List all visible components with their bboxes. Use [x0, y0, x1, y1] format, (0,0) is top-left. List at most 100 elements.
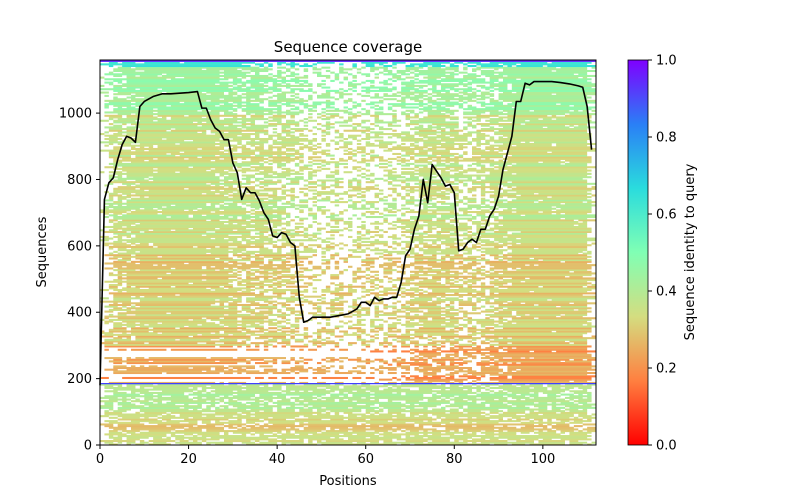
alignment-segment [246, 224, 264, 227]
alignment-segment [308, 113, 313, 116]
alignment-segment [317, 179, 340, 182]
alignment-segment [241, 68, 273, 71]
alignment-segment [348, 327, 362, 330]
alignment-segment [467, 99, 477, 102]
alignment-segment [494, 270, 570, 273]
alignment-segment [498, 310, 512, 313]
alignment-segment [312, 274, 322, 277]
alignment-segment [401, 282, 441, 285]
alignment-segment [401, 167, 415, 170]
alignment-segment [290, 235, 295, 238]
alignment-segment [361, 381, 366, 384]
alignment-segment [356, 237, 371, 240]
alignment-segment [334, 297, 344, 300]
alignment-segment [259, 234, 264, 237]
alignment-segment [352, 383, 357, 386]
alignment-segment [206, 116, 220, 119]
alignment-segment [458, 347, 464, 350]
alignment-segment [232, 395, 255, 398]
alignment-segment [224, 406, 229, 409]
alignment-segment [418, 79, 468, 82]
alignment-segment [520, 242, 588, 245]
alignment-segment [228, 420, 242, 423]
alignment-segment [383, 219, 388, 222]
alignment-segment [498, 167, 588, 170]
alignment-segment [272, 222, 291, 225]
alignment-segment [286, 214, 291, 217]
alignment-segment [387, 277, 393, 280]
alignment-segment [392, 109, 397, 112]
alignment-segment [427, 227, 437, 230]
alignment-segment [281, 128, 286, 131]
alignment-segment [237, 255, 242, 258]
alignment-segment [507, 114, 548, 117]
alignment-segment [379, 71, 384, 74]
alignment-segment [520, 267, 592, 270]
alignment-segment [387, 265, 393, 268]
alignment-segment [263, 176, 286, 179]
alignment-segment [348, 108, 353, 111]
alignment-segment [294, 333, 309, 336]
alignment-segment [476, 249, 481, 252]
alignment-segment [392, 260, 402, 263]
alignment-segment [410, 196, 415, 199]
alignment-segment [370, 114, 379, 117]
alignment-segment [308, 318, 313, 321]
alignment-segment [472, 441, 477, 444]
alignment-segment [237, 245, 264, 248]
alignment-segment [308, 209, 313, 212]
alignment-segment [427, 333, 459, 336]
alignment-segment [374, 333, 379, 336]
alignment-segment [472, 138, 486, 141]
alignment-segment [100, 405, 114, 408]
alignment-segment [480, 187, 486, 190]
alignment-segment [126, 225, 269, 229]
alignment-segment [489, 293, 583, 297]
alignment-segment [520, 315, 557, 318]
alignment-segment [259, 249, 273, 252]
alignment-segment [348, 134, 362, 137]
alignment-segment [432, 277, 441, 280]
alignment-segment [113, 86, 123, 89]
alignment-segment [117, 401, 131, 404]
alignment-segment [565, 217, 588, 220]
alignment-segment [113, 191, 233, 194]
alignment-segment [312, 91, 317, 94]
alignment-segment [343, 101, 348, 104]
alignment-segment [148, 177, 220, 180]
alignment-segment [423, 207, 428, 210]
alignment-segment [396, 217, 402, 220]
alignment-segment [325, 367, 331, 370]
alignment-segment [268, 86, 278, 89]
alignment-segment [117, 234, 131, 237]
alignment-segment [325, 126, 335, 129]
alignment-segment [219, 338, 238, 341]
alignment-segment [480, 295, 596, 298]
alignment-segment [458, 209, 468, 212]
alignment-segment [108, 197, 114, 200]
alignment-segment [206, 443, 211, 446]
alignment-segment [131, 391, 136, 394]
alignment-segment [494, 104, 570, 107]
alignment-segment [131, 230, 140, 233]
alignment-segment [241, 215, 260, 219]
alignment-segment [148, 342, 198, 345]
alignment-segment [441, 388, 446, 391]
alignment-segment [312, 313, 326, 316]
alignment-segment [569, 421, 583, 424]
alignment-segment [427, 114, 450, 117]
alignment-segment [290, 250, 317, 253]
alignment-segment [135, 244, 149, 247]
alignment-segment [387, 123, 393, 126]
alignment-segment [432, 290, 486, 293]
alignment-segment [463, 352, 588, 355]
alignment-segment [370, 69, 375, 73]
alignment-segment [480, 167, 495, 170]
alignment-segment [263, 161, 269, 164]
alignment-segment [135, 295, 140, 298]
alignment-segment [458, 244, 464, 247]
alignment-segment [277, 328, 282, 331]
alignment-segment [210, 400, 216, 403]
alignment-segment [210, 219, 220, 222]
alignment-segment [485, 327, 495, 330]
